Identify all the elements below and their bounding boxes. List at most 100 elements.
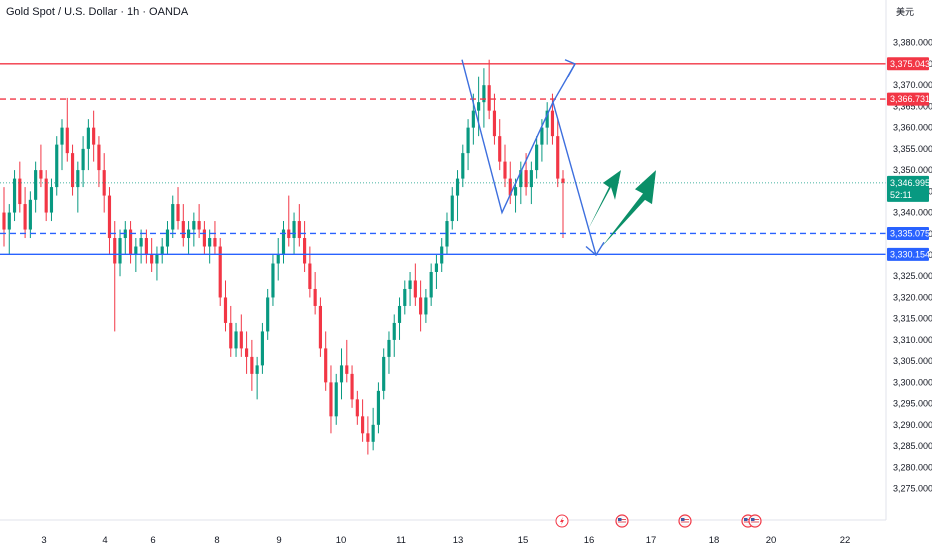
candle-body — [28, 199, 32, 230]
flag-field — [744, 518, 752, 524]
y-tick-label: 3,310.000 — [893, 335, 932, 345]
candle-body — [419, 297, 423, 315]
level-price-tag — [887, 57, 929, 71]
x-tick-label: 10 — [336, 535, 347, 546]
candle-body — [376, 390, 381, 425]
y-tick-label: 3,290.000 — [893, 420, 932, 430]
x-tick-label: 4 — [102, 535, 107, 546]
candle-body — [303, 238, 307, 264]
candle-body — [181, 221, 185, 239]
projection-path — [461, 59, 597, 256]
y-tick-label: 3,320.000 — [893, 292, 932, 302]
x-tick-label: 11 — [396, 535, 406, 546]
candle-body — [7, 212, 11, 230]
time-axis[interactable]: 3 4 6 8 9 10 11 13 15 16 17 18 20 22 — [41, 535, 850, 546]
green-arrow-small — [588, 170, 621, 230]
candle-body — [197, 221, 201, 230]
candle-body — [160, 246, 164, 256]
y-tick-label: 3,350.000 — [893, 165, 932, 175]
y-tick-label: 3,365.000 — [893, 101, 932, 111]
y-tick-label: 3,275.000 — [893, 484, 932, 494]
level-price-tag-label: 3,330.154 — [890, 249, 930, 259]
candle-body — [86, 127, 90, 149]
y-tick-label: 3,325.000 — [893, 271, 932, 281]
y-tick-label: 3,360.000 — [893, 123, 932, 133]
candle-body — [561, 178, 565, 183]
candle-body — [18, 178, 22, 205]
candle-body — [413, 280, 417, 298]
candle-body — [2, 212, 6, 230]
candle-body — [445, 221, 449, 247]
flag-field — [618, 518, 626, 524]
candle-body — [202, 229, 206, 247]
candle-body — [118, 238, 122, 264]
candle-body — [218, 246, 222, 298]
level-price-tag — [887, 247, 929, 261]
candle-body — [455, 178, 460, 196]
candle-body — [339, 365, 344, 383]
candle-body — [239, 331, 243, 349]
candle-body — [287, 229, 291, 239]
candle-body — [165, 229, 170, 247]
candle-body — [234, 331, 238, 349]
candle-body — [292, 221, 296, 239]
candle-body — [498, 136, 502, 162]
candle-body — [450, 195, 454, 222]
candle-body — [545, 110, 549, 128]
level-price-tag-label: 3,375.043 — [890, 59, 930, 69]
candle-body — [276, 255, 280, 264]
x-tick-label: 15 — [518, 535, 529, 546]
candles — [2, 59, 565, 455]
candle-body — [39, 170, 43, 179]
x-tick-label: 18 — [709, 535, 720, 546]
candle-body — [371, 424, 375, 442]
candle-body — [271, 263, 275, 298]
y-tick-label: 3,315.000 — [893, 314, 932, 324]
candle-body — [345, 365, 349, 374]
candle-body — [266, 297, 270, 332]
x-tick-label: 16 — [584, 535, 595, 546]
level-price-tag — [887, 226, 929, 240]
y-tick-label: 3,300.000 — [893, 377, 932, 387]
x-tick-label: 20 — [766, 535, 777, 546]
candle-body — [12, 178, 17, 213]
candle-body — [76, 170, 80, 188]
countdown-label: 52:11 — [890, 190, 912, 200]
candle-body — [313, 288, 317, 306]
level-price-tag-label: 3,366.731 — [890, 94, 930, 104]
candle-body — [350, 373, 354, 400]
candle-body — [97, 144, 101, 171]
candle-body — [361, 416, 365, 434]
candle-body — [150, 255, 154, 264]
candle-body — [60, 127, 64, 145]
candle-body — [245, 348, 249, 357]
candle-body — [223, 297, 228, 323]
currency-label[interactable]: 美元 — [896, 6, 914, 17]
candle-body — [324, 348, 328, 383]
candle-body — [524, 170, 528, 188]
candle-body — [318, 305, 322, 349]
candle-body — [213, 238, 217, 247]
candle-body — [70, 153, 75, 188]
lightning-glyph — [560, 517, 564, 525]
y-tick-label: 3,305.000 — [893, 356, 932, 366]
candle-body — [408, 280, 412, 289]
candle-body — [429, 271, 433, 298]
candle-body — [49, 187, 54, 213]
x-tick-label: 6 — [150, 535, 155, 546]
event-markers[interactable] — [555, 514, 762, 528]
candle-body — [556, 136, 560, 179]
candle-body — [229, 322, 233, 349]
candle-body — [186, 229, 191, 239]
candle-body — [23, 204, 27, 230]
last-price-tag — [887, 175, 929, 202]
candle-body — [529, 170, 533, 188]
projection-arrowhead — [585, 241, 605, 257]
candle-body — [55, 144, 59, 188]
candle-body — [155, 255, 159, 264]
flag-canton — [751, 518, 755, 521]
levels — [0, 63, 886, 256]
